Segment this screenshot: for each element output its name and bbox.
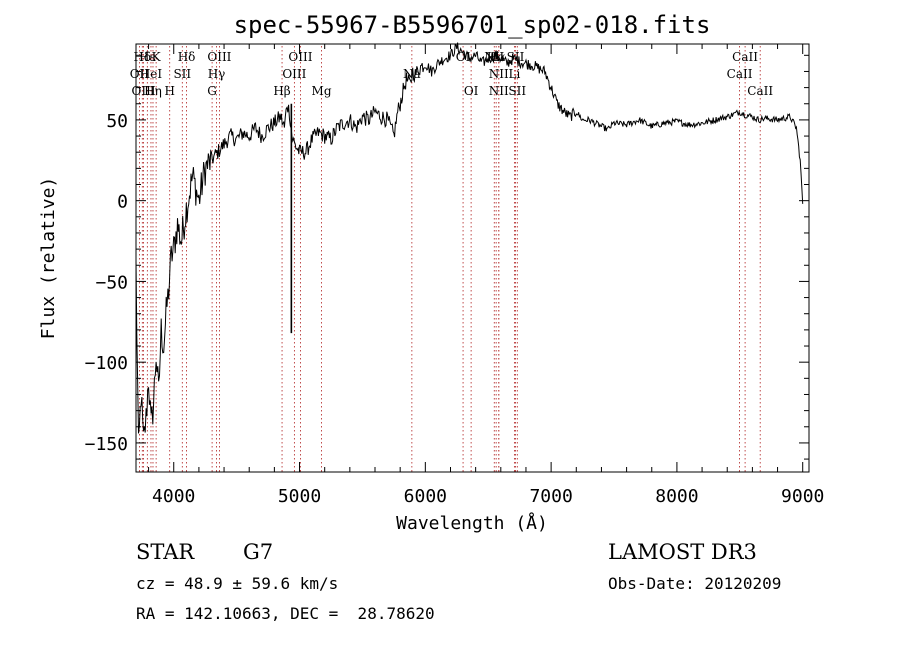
redshift-velocity: cz = 48.9 ± 59.6 km/s bbox=[136, 574, 339, 593]
line-marker-label-19: OI bbox=[464, 84, 479, 98]
line-marker-label-3: HeI bbox=[140, 67, 163, 81]
line-marker-label-9: H bbox=[164, 84, 174, 98]
y-tick-label-0: −150 bbox=[85, 434, 128, 455]
observation-date: Obs-Date: 20120209 bbox=[608, 574, 782, 593]
line-marker-label-27: CaII bbox=[732, 50, 758, 64]
x-tick-label-4: 8000 bbox=[655, 486, 698, 507]
y-tick-label-2: −50 bbox=[95, 272, 128, 293]
line-marker-label-25: NII bbox=[489, 84, 509, 98]
series-layer bbox=[135, 42, 804, 434]
line-marker-label-24: Li bbox=[508, 67, 520, 81]
line-marker-label-8: Hδ bbox=[178, 50, 196, 64]
line-marker-label-28: CaII bbox=[727, 67, 753, 81]
line-marker-label-5: Hη bbox=[144, 84, 162, 98]
line-marker-label-16: Mg bbox=[312, 84, 332, 98]
chart-title: spec-55967-B5596701_sp02-018.fits bbox=[234, 11, 711, 39]
x-axis-label: Wavelength (Å) bbox=[396, 512, 548, 534]
object-subclass: G7 bbox=[243, 540, 274, 564]
object-class: STAR bbox=[136, 540, 195, 564]
x-tick-label-3: 7000 bbox=[529, 486, 572, 507]
line-marker-label-29: CaII bbox=[747, 84, 773, 98]
y-tick-label-1: −100 bbox=[85, 353, 128, 374]
line-marker-label-4: K bbox=[152, 50, 162, 64]
line-marker-label-13: OIII bbox=[288, 50, 312, 64]
y-axis-label: Flux (relative) bbox=[38, 177, 59, 340]
line-marker-label-14: OIII bbox=[282, 67, 306, 81]
x-tick-label-2: 6000 bbox=[404, 486, 447, 507]
coordinates: RA = 142.10663, DEC = 28.78620 bbox=[136, 604, 435, 623]
line-marker-layer: HδHεOIIHeIKHηOIIISIIHδHOIIIHγGOIIIOIIIHβ… bbox=[130, 46, 773, 472]
line-marker-label-1: Hε bbox=[139, 50, 156, 64]
line-marker-label-0: Hδ bbox=[133, 50, 151, 64]
y-tick-label-4: 50 bbox=[106, 111, 128, 132]
x-tick-label-5: 9000 bbox=[781, 486, 824, 507]
axis-ticks: 4000 5000 6000 7000 8000 9000 −150 −100 −50 0 50 bbox=[85, 44, 824, 507]
x-tick-label-1: 5000 bbox=[278, 486, 321, 507]
line-marker-label-7: SII bbox=[173, 67, 191, 81]
x-tick-label-0: 4000 bbox=[152, 486, 195, 507]
line-marker-label-12: G bbox=[207, 84, 217, 98]
line-marker-label-2: OII bbox=[130, 67, 150, 81]
series-line-0 bbox=[135, 42, 804, 434]
line-marker-label-6: OIII bbox=[132, 84, 156, 98]
line-marker-label-15: Hβ bbox=[273, 84, 290, 98]
plot-frame bbox=[135, 43, 810, 473]
survey-name: LAMOST DR3 bbox=[608, 540, 757, 564]
line-marker-label-11: Hγ bbox=[208, 67, 226, 81]
y-tick-label-3: 0 bbox=[117, 192, 128, 213]
line-marker-label-10: OIII bbox=[207, 50, 231, 64]
line-marker-label-26: SII bbox=[508, 84, 526, 98]
